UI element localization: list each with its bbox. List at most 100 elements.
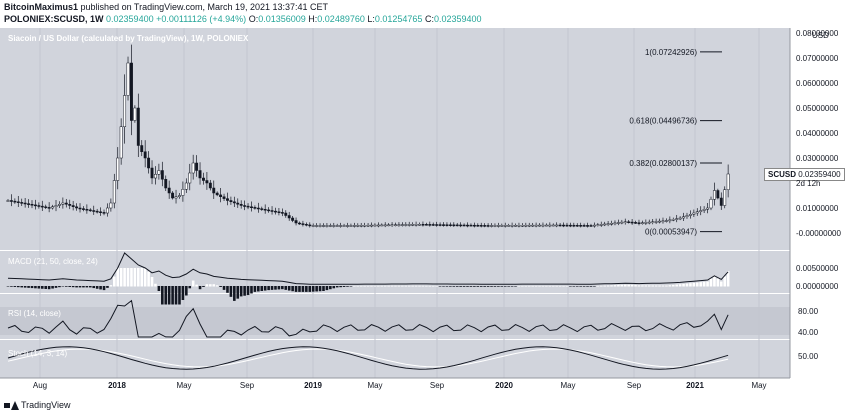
stoch-label[interactable]: Stoch (14, 3, 14) bbox=[8, 349, 68, 358]
candle-body bbox=[188, 172, 192, 184]
candle-body bbox=[322, 225, 325, 227]
candle-body bbox=[366, 224, 370, 227]
macd-label[interactable]: MACD (21, 50, close, 24) bbox=[8, 257, 98, 266]
candle-body bbox=[112, 180, 116, 204]
candle-body bbox=[555, 224, 559, 227]
candle-body bbox=[263, 209, 267, 211]
candle-body bbox=[280, 212, 284, 214]
macd-histogram-bar bbox=[726, 271, 730, 287]
candle-body bbox=[640, 222, 644, 224]
time-tick-label: 2018 bbox=[108, 381, 126, 390]
candle-body bbox=[644, 222, 648, 224]
chart-canvas[interactable]: 1(0.07242926) 0.618(0.04496736) 0.382(0.02… bbox=[0, 28, 850, 393]
candle-body bbox=[147, 157, 151, 169]
macd-histogram-bar bbox=[298, 286, 301, 292]
candle-body bbox=[682, 216, 686, 219]
price-tick-label: 0.01000000 bbox=[796, 204, 839, 213]
stoch-signal-line bbox=[7, 348, 729, 368]
time-tick-label: May bbox=[751, 381, 766, 390]
macd-histogram-bar bbox=[510, 286, 514, 287]
ohlc-line: POLONIEX:SCUSD, 1W 0.02359400 +0.0011112… bbox=[4, 14, 482, 24]
candle-body bbox=[232, 201, 236, 204]
macd-histogram-bar bbox=[610, 285, 613, 287]
macd-histogram-bar bbox=[596, 285, 600, 287]
macd-histogram-bar bbox=[366, 285, 370, 287]
candle-body bbox=[411, 224, 415, 226]
candle-body bbox=[157, 170, 161, 175]
macd-histogram-bar bbox=[483, 286, 486, 287]
candle-body bbox=[51, 206, 55, 209]
candle-body bbox=[140, 145, 144, 152]
candle-body bbox=[370, 224, 373, 227]
candle-body bbox=[88, 209, 92, 212]
candle-body bbox=[335, 225, 339, 227]
candle-body bbox=[304, 224, 308, 226]
candle-body bbox=[380, 224, 384, 227]
candle-body bbox=[75, 206, 79, 209]
chart-area[interactable]: 1(0.07242926) 0.618(0.04496736) 0.382(0.02… bbox=[0, 28, 850, 393]
macd-histogram-bar bbox=[157, 286, 161, 291]
macd-histogram-bar bbox=[359, 285, 363, 287]
candle-body bbox=[668, 219, 672, 222]
macd-histogram-bar bbox=[99, 286, 102, 290]
macd-histogram-bar bbox=[678, 284, 682, 287]
macd-histogram-bar bbox=[287, 286, 291, 291]
candle-body bbox=[723, 189, 727, 206]
macd-histogram-bar bbox=[16, 286, 20, 288]
candle-body bbox=[479, 225, 483, 227]
tradingview-logo[interactable]: TradingView bbox=[4, 400, 71, 410]
candle-body bbox=[6, 200, 10, 202]
candle-body bbox=[119, 126, 123, 159]
macd-histogram-bar bbox=[569, 286, 572, 287]
candle-body bbox=[274, 210, 277, 213]
macd-histogram-bar bbox=[685, 283, 689, 287]
candle-body bbox=[654, 221, 658, 223]
candle-body bbox=[606, 223, 610, 225]
candle-body bbox=[586, 225, 589, 227]
macd-histogram-bar bbox=[147, 271, 150, 287]
candle-body bbox=[418, 224, 421, 226]
macd-histogram-bar bbox=[387, 285, 390, 287]
candle-body bbox=[64, 202, 68, 205]
macd-histogram-bar bbox=[565, 285, 569, 287]
candle-body bbox=[311, 225, 315, 227]
candle-body bbox=[154, 174, 157, 179]
candle-body bbox=[661, 220, 665, 223]
macd-tick-label: 0.00000000 bbox=[796, 282, 839, 291]
candle-body bbox=[527, 224, 531, 227]
macd-histogram-bar bbox=[325, 286, 329, 291]
candle-body bbox=[466, 224, 469, 227]
candle-body bbox=[517, 225, 521, 227]
macd-histogram-bar bbox=[305, 286, 308, 292]
macd-histogram-bar bbox=[30, 286, 34, 289]
candle-body bbox=[208, 182, 212, 189]
macd-histogram-bar bbox=[586, 286, 589, 287]
rsi-label[interactable]: RSI (14, close) bbox=[8, 309, 61, 318]
candle-body bbox=[318, 225, 322, 227]
candle-body bbox=[647, 221, 651, 224]
macd-histogram-bar bbox=[40, 286, 44, 289]
macd-histogram-bar bbox=[260, 286, 264, 291]
macd-histogram-bar bbox=[545, 285, 548, 287]
macd-histogram-bar bbox=[414, 285, 418, 287]
macd-histogram-bar bbox=[263, 286, 267, 291]
macd-histogram-bar bbox=[617, 284, 620, 287]
candle-body bbox=[181, 189, 185, 196]
macd-histogram-bar bbox=[411, 285, 414, 287]
macd-histogram-bar bbox=[123, 268, 126, 287]
candle-body bbox=[37, 205, 41, 207]
macd-histogram-bar bbox=[661, 285, 665, 287]
price-change: +0.00111126 (+4.94%) bbox=[156, 14, 247, 24]
macd-histogram-bar bbox=[442, 286, 445, 287]
macd-histogram-bar bbox=[613, 285, 617, 287]
macd-histogram-bar bbox=[346, 286, 349, 287]
macd-histogram-bar bbox=[51, 286, 54, 289]
author-name[interactable]: BitcoinMaximus1 bbox=[4, 2, 79, 12]
candle-body bbox=[47, 207, 51, 209]
macd-histogram-bar bbox=[538, 285, 541, 287]
macd-histogram-bar bbox=[462, 286, 466, 287]
macd-histogram-bar bbox=[154, 283, 157, 287]
macd-histogram-bar bbox=[356, 285, 360, 287]
candle-body bbox=[301, 223, 305, 225]
macd-histogram-bar bbox=[658, 285, 661, 287]
